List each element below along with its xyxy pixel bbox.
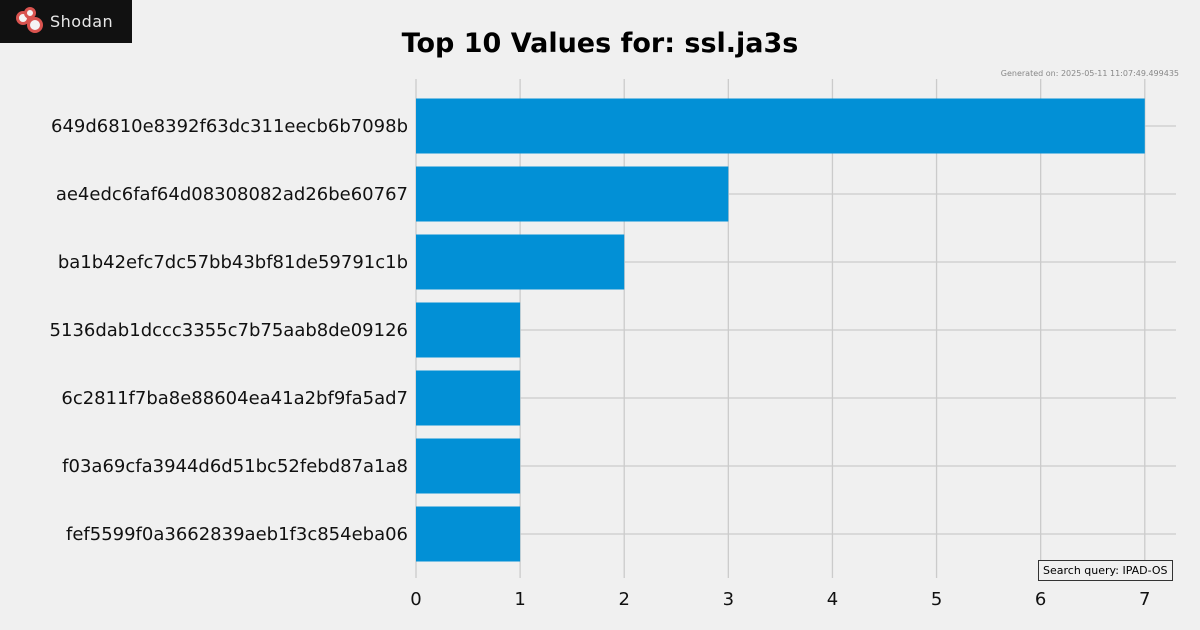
category-label-4: 6c2811f7ba8e88604ea41a2bf9fa5ad7	[61, 388, 408, 409]
x-tick-label-7: 7	[1139, 589, 1150, 610]
bar-2	[416, 234, 625, 290]
chart-title: Top 10 Values for: ssl.ja3s	[401, 28, 799, 59]
category-label-2: ba1b42efc7dc57bb43bf81de59791c1b	[58, 252, 408, 273]
x-tick-label-0: 0	[410, 589, 421, 610]
x-tick-label-5: 5	[931, 589, 942, 610]
search-query-box: Search query: IPAD-OS	[1038, 560, 1173, 581]
category-label-6: fef5599f0a3662839aeb1f3c854eba06	[66, 524, 408, 545]
shodan-logo: Shodan	[0, 0, 132, 43]
bar-4	[416, 370, 521, 426]
bar-3	[416, 302, 521, 358]
bar-0	[416, 98, 1145, 154]
x-tick-label-2: 2	[618, 589, 629, 610]
x-tick-label-6: 6	[1035, 589, 1046, 610]
shodan-logo-icon	[16, 6, 46, 37]
generated-timestamp: Generated on: 2025-05-11 11:07:49.499435	[1000, 69, 1179, 78]
category-label-5: f03a69cfa3944d6d51bc52febd87a1a8	[62, 456, 408, 477]
category-label-1: ae4edc6faf64d08308082ad26be60767	[56, 184, 408, 205]
x-tick-label-4: 4	[827, 589, 838, 610]
category-label-0: 649d6810e8392f63dc311eecb6b7098b	[51, 116, 408, 137]
category-label-3: 5136dab1dccc3355c7b75aab8de09126	[50, 320, 408, 341]
x-tick-label-1: 1	[514, 589, 525, 610]
bar-6	[416, 506, 521, 562]
shodan-logo-text: Shodan	[50, 12, 114, 31]
bar-1	[416, 166, 729, 222]
x-tick-label-3: 3	[723, 589, 734, 610]
bar-5	[416, 438, 521, 494]
